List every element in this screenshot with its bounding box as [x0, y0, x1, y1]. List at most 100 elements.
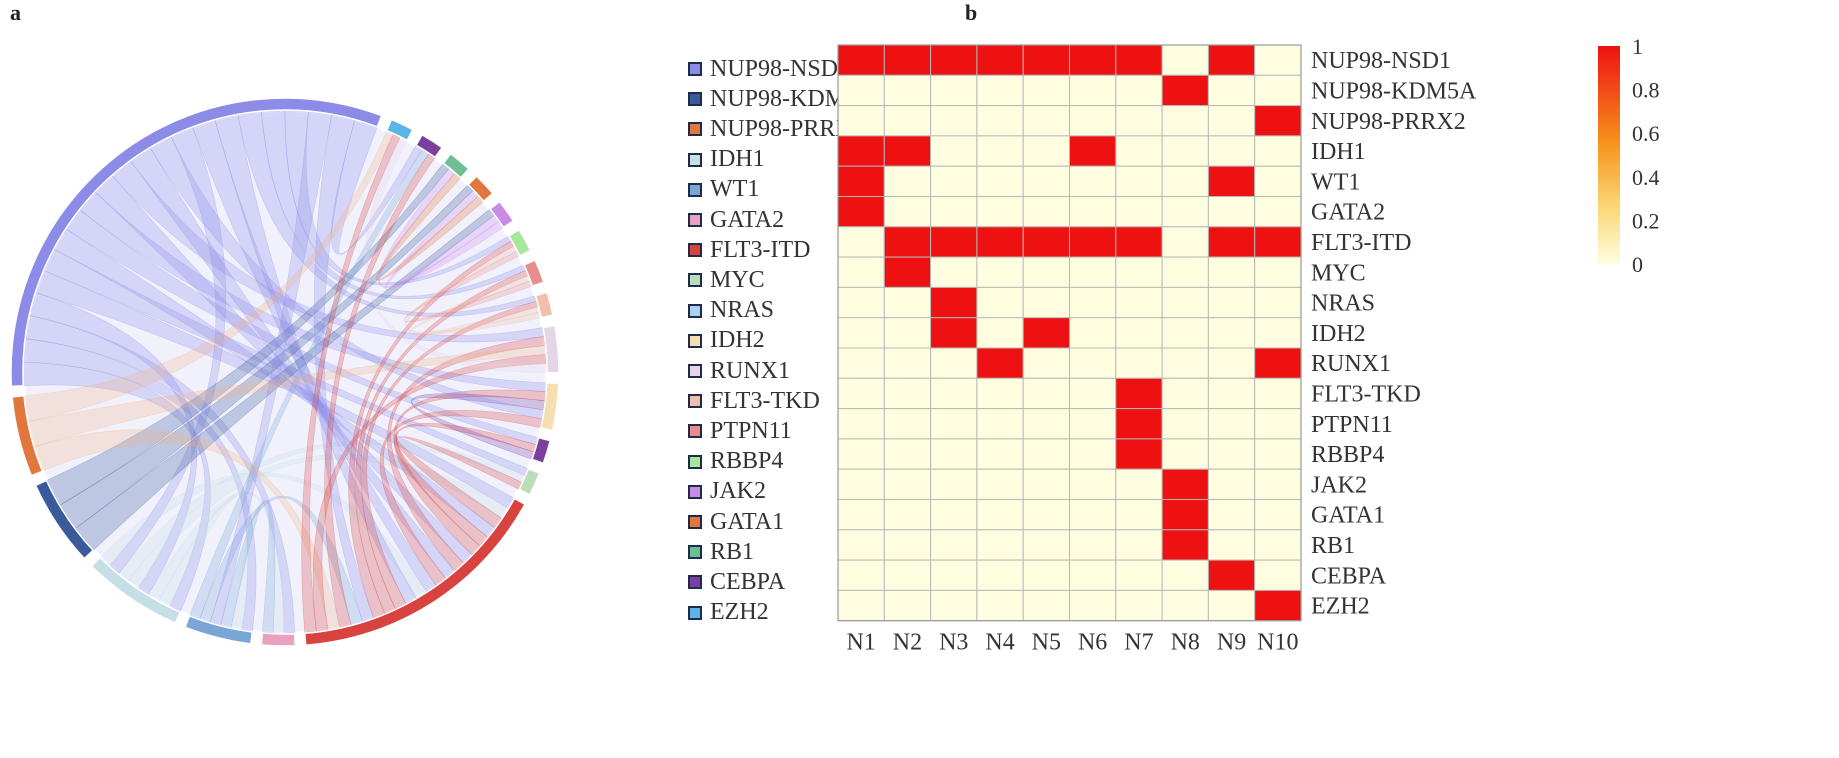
heatmap-column-label: N1 — [846, 630, 875, 656]
chord-ribbon-nup98-nsd1-flt3-tkd — [237, 111, 537, 317]
heatmap-column-label: N10 — [1257, 630, 1298, 656]
legend-item-rbbp4: RBBP4 — [688, 447, 783, 477]
heatmap-cell — [1161, 256, 1209, 288]
chord-arc-nup98-prrx2 — [11, 394, 44, 477]
heatmap-cell — [1161, 347, 1209, 379]
heatmap-row-label: IDH2 — [1311, 321, 1366, 347]
heatmap-cell — [1115, 165, 1163, 197]
heatmap-cell — [883, 226, 932, 258]
colorbar-tick-label: 0.2 — [1632, 208, 1660, 233]
chord-ribbon-nup98-nsd1-rbbp4 — [284, 110, 512, 286]
legend-swatch — [688, 575, 702, 590]
chord-arc-rbbp4 — [507, 228, 532, 257]
heatmap-cell — [1254, 408, 1302, 440]
heatmap-cell — [930, 529, 978, 561]
heatmap-cell — [1161, 135, 1209, 167]
heatmap-cell — [1254, 438, 1302, 470]
legend-item-myc: MYC — [688, 265, 765, 295]
heatmap-cell — [976, 559, 1024, 591]
heatmap-cell — [883, 44, 932, 76]
heatmap-column-label: N5 — [1032, 630, 1061, 656]
chord-diagram — [10, 97, 560, 647]
heatmap-cell — [883, 135, 932, 167]
heatmap-cell — [1161, 377, 1209, 410]
heatmap-cell — [1022, 408, 1071, 440]
heatmap-cell — [1115, 589, 1163, 622]
legend-swatch — [688, 92, 702, 107]
heatmap-cell — [1207, 468, 1256, 501]
heatmap-cell — [1207, 165, 1256, 197]
heatmap-row-label: RBBP4 — [1311, 442, 1384, 468]
heatmap-cell — [930, 165, 978, 197]
heatmap-border — [837, 44, 1302, 622]
chord-ribbon-nup98-nsd1-flt3-itd — [54, 228, 495, 538]
heatmap-cell — [1254, 286, 1302, 319]
heatmap-cell — [883, 408, 932, 440]
legend-swatch — [688, 424, 702, 439]
legend-swatch — [688, 605, 702, 620]
heatmap-cell — [1254, 529, 1302, 561]
heatmap-row-label: RUNX1 — [1311, 351, 1391, 377]
heatmap-cell — [1161, 529, 1209, 561]
heatmap-cell — [1022, 499, 1071, 531]
heatmap-cell — [976, 317, 1024, 349]
chord-ribbon-flt3-itd-ezh2 — [301, 134, 401, 633]
chord-ribbon-nup98-nsd1-idh2 — [150, 136, 544, 420]
legend-swatch — [688, 333, 702, 348]
heatmap-cell — [1207, 196, 1256, 228]
heatmap-cell — [1069, 377, 1117, 410]
heatmap-cell — [1207, 105, 1256, 137]
legend-swatch — [688, 152, 702, 167]
chord-ribbon-idh1-flt3-itd — [100, 472, 427, 599]
heatmap-cell — [1069, 408, 1117, 440]
legend-label: WT1 — [710, 176, 760, 203]
heatmap-cell — [976, 408, 1024, 440]
chord-ribbon-nup98-nsd1-wt1 — [23, 338, 257, 632]
heatmap-cell — [837, 74, 885, 107]
heatmap-row-labels: NUP98-NSD1 NUP98-KDM5A NUP98-PRRX2 IDH1 WT1 G… — [1311, 48, 1477, 619]
heatmap-cell — [930, 74, 978, 107]
chord-arc-runx1 — [542, 324, 560, 374]
heatmap-row-label: GATA1 — [1311, 503, 1385, 529]
colorbar-tick-label: 0.4 — [1632, 165, 1660, 190]
legend-item-rb1: RB1 — [688, 537, 754, 567]
heatmap-cell — [1207, 499, 1256, 531]
heatmap-colorbar: 1 0.8 0.6 0.4 0.2 0 — [1598, 34, 1660, 277]
chord-arc-gata1 — [467, 175, 494, 203]
heatmap-cell — [837, 529, 885, 561]
legend-label: JAK2 — [710, 478, 767, 505]
heatmap-cell — [1254, 105, 1302, 137]
legend-swatch — [688, 515, 702, 529]
heatmap-cell — [976, 256, 1024, 288]
heatmap-row-label: PTPN11 — [1311, 412, 1393, 438]
chord-ribbon-nup98-nsd1-idh1 — [23, 361, 211, 612]
heatmap-cell — [1161, 438, 1209, 470]
heatmap-cell — [1022, 377, 1071, 410]
chord-ribbon-flt3-itd-flt3-tkd — [361, 300, 539, 609]
heatmap-cell — [1022, 529, 1071, 561]
heatmap-row-label: JAK2 — [1311, 472, 1367, 498]
chord-arc-nup98-kdm5a — [34, 479, 95, 560]
chord-ribbon-flt3-itd-rbbp4 — [348, 240, 515, 618]
heatmap-cell — [1115, 196, 1163, 228]
heatmap-cell — [1022, 468, 1071, 501]
heatmap-cell — [1207, 226, 1256, 258]
heatmap-cell — [976, 589, 1024, 622]
chord-ribbon-flt3-itd-ptpn11 — [355, 270, 528, 614]
heatmap-cell — [1161, 499, 1209, 531]
heatmap-cell — [976, 377, 1024, 410]
chord-ribbon-nup98-nsd1-myc — [44, 249, 528, 476]
heatmap-cell — [1069, 529, 1117, 561]
chord-ribbon-jak2-gata1 — [384, 190, 499, 291]
heatmap-cell — [837, 105, 885, 137]
heatmap-row-label: EZH2 — [1311, 594, 1370, 620]
heatmap-cell — [1161, 589, 1209, 622]
heatmap-row-label: FLT3-TKD — [1311, 381, 1421, 407]
heatmap-cell — [1254, 226, 1302, 258]
heatmap-cell — [930, 347, 978, 379]
heatmap-cell — [837, 226, 885, 258]
heatmap-cell — [1207, 438, 1256, 470]
heatmap-cell — [1022, 317, 1071, 349]
chord-arc-rb1 — [442, 152, 470, 179]
heatmap-cell — [1207, 256, 1256, 288]
